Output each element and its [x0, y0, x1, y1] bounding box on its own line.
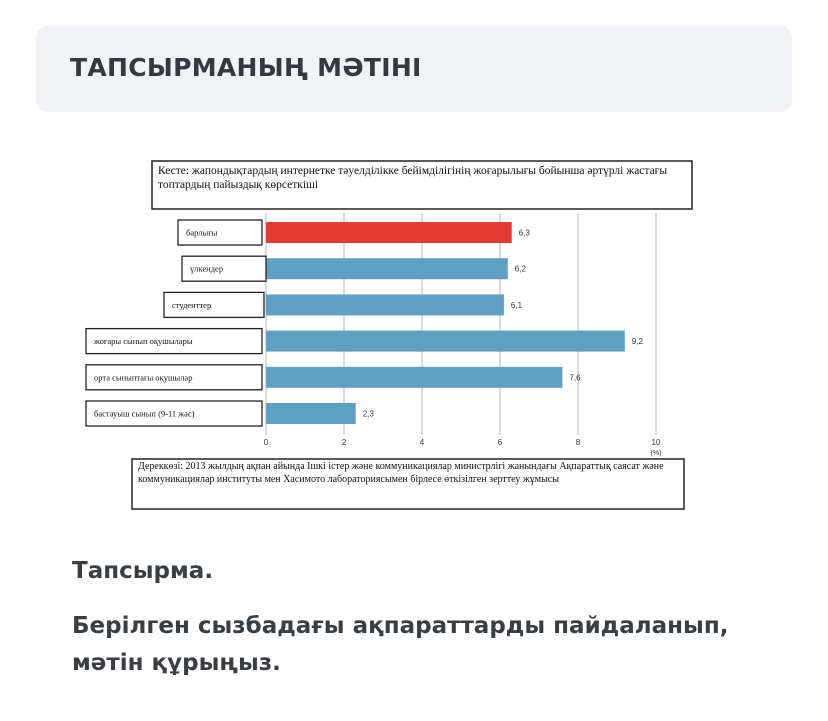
chart-title-box [151, 160, 693, 210]
category-box [85, 400, 263, 427]
chart-source-text: Дереккөзі: 2013 жылдың ақпан айында Ішкі… [138, 461, 664, 485]
bar-chart-svg: Кесте: жапондықтардың интернетке тәуелді… [85, 160, 693, 510]
x-unit-label: (%) [651, 450, 662, 457]
category-box [163, 291, 265, 319]
grid-layer [265, 213, 657, 435]
x-tick-label: 4 [420, 438, 425, 447]
x-tick-label: 8 [576, 438, 581, 447]
category-box [85, 364, 263, 391]
category-label: барлығы [186, 228, 218, 238]
category-label: бастауыш сынып (9-11 жас) [94, 409, 195, 419]
bar [266, 330, 625, 352]
value-label: 6,3 [519, 229, 531, 238]
category-label: студенттер [172, 300, 211, 310]
bars-layer: барлығы 6,3 үлкендер 6,2 студенттер 6,1 жоғары… [85, 219, 644, 427]
category-box [181, 255, 267, 282]
bar [266, 403, 356, 424]
category-box [85, 327, 263, 355]
chart: Кесте: жапондықтардың интернетке тәуелді… [80, 155, 700, 515]
task-heading: Тапсырма. [72, 558, 214, 584]
category-label: үлкендер [190, 264, 223, 274]
x-tick-label: 0 [264, 438, 269, 447]
value-label: 7,6 [569, 373, 581, 382]
chart-title-fo: Кесте: жапондықтардың интернетке тәуелді… [158, 165, 668, 191]
bar [266, 222, 512, 243]
value-label: 2,3 [363, 410, 375, 419]
source-box [131, 458, 685, 510]
bar [266, 294, 504, 316]
x-tick-label: 2 [342, 438, 347, 447]
x-tick-label: 6 [498, 438, 503, 447]
value-label: 6,1 [511, 301, 523, 310]
source-fo: Дереккөзі: 2013 жылдың ақпан айында Ішкі… [138, 461, 664, 485]
page-title: ТАПСЫРМАНЫҢ МӘТІНІ [70, 53, 422, 82]
chart-title: Кесте: жапондықтардың интернетке тәуелді… [158, 165, 668, 191]
bar [266, 366, 563, 388]
task-text: Берілген сызбадағы ақпараттарды пайдалан… [72, 613, 729, 676]
header-card: ТАПСЫРМАНЫҢ МӘТІНІ [36, 26, 792, 112]
category-label: орта сыныптағы оқушылар [94, 372, 192, 382]
category-box [177, 219, 263, 246]
x-tick-label: 10 [652, 438, 661, 447]
bar [266, 258, 508, 280]
x-axis: 0 2 4 6 8 10 (%) [264, 438, 662, 457]
category-label: жоғары сынып оқушылары [93, 336, 193, 346]
value-label: 6,2 [515, 265, 527, 274]
value-label: 9,2 [632, 337, 644, 346]
